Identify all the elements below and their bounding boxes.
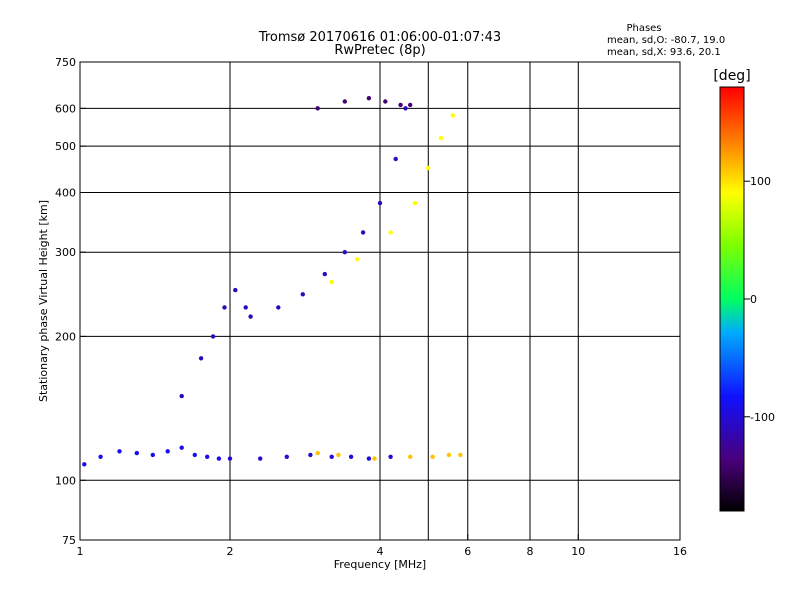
data-point: [300, 292, 305, 297]
data-point: [355, 257, 360, 262]
y-tick-label: 500: [55, 140, 76, 153]
data-point: [446, 452, 452, 458]
data-point: [360, 230, 366, 235]
data-point: [348, 454, 354, 459]
data-point: [134, 450, 139, 456]
data-point: [243, 305, 248, 310]
data-point: [430, 454, 435, 459]
data-points: [82, 96, 463, 467]
y-tick-label: 750: [55, 56, 76, 69]
x-tick-label: 10: [571, 545, 585, 558]
grid-lines: [80, 62, 680, 540]
y-tick-label: 75: [62, 534, 76, 547]
data-point: [377, 200, 383, 206]
data-point: [205, 454, 210, 459]
data-point: [342, 99, 347, 104]
data-point: [408, 102, 413, 108]
data-point: [398, 102, 403, 108]
data-point: [82, 462, 87, 467]
data-point: [315, 450, 320, 456]
data-point: [438, 135, 444, 141]
data-point: [192, 452, 197, 458]
data-point: [372, 456, 377, 461]
data-point: [336, 452, 341, 458]
data-point: [227, 456, 233, 461]
data-point: [329, 454, 334, 459]
y-tick-label: 600: [55, 102, 76, 115]
data-point: [383, 99, 388, 104]
y-tick-label: 100: [55, 474, 76, 487]
data-point: [412, 200, 418, 206]
data-point: [258, 456, 263, 461]
phase-x-stats: mean, sd,X: 93.6, 20.1: [607, 47, 721, 58]
data-point: [198, 356, 204, 361]
chart-title: Tromsø 20170616 01:06:00-01:07:43: [258, 30, 501, 45]
y-axis-ticks: 75 100 200 300 400 500 600 750: [55, 56, 86, 547]
data-point: [408, 454, 413, 459]
data-point: [179, 445, 184, 450]
x-tick-label: 8: [527, 545, 534, 558]
x-tick-label: 1: [77, 545, 84, 558]
y-axis-label: Stationary phase Virtual Height [km]: [37, 200, 50, 402]
x-axis-ticks: 1 2 4 6 8 10 16: [77, 534, 687, 558]
data-point: [366, 456, 372, 461]
phase-heading: Phases: [626, 23, 661, 34]
data-point: [342, 250, 347, 255]
x-tick-label: 4: [377, 545, 384, 558]
phase-o-stats: mean, sd,O: -80.7, 19.0: [607, 35, 725, 46]
data-point: [329, 279, 334, 285]
data-point: [276, 305, 281, 310]
data-point: [179, 393, 184, 399]
colorbar: [719, 86, 745, 512]
x-axis-label: Frequency [MHz]: [334, 558, 426, 571]
colorbar-tick-label: 0: [750, 293, 757, 306]
colorbar-tick-label: -100: [750, 411, 775, 424]
colorbar-label: [deg]: [713, 68, 750, 84]
data-point: [426, 165, 431, 171]
chart-subtitle: RwPretec (8p): [334, 43, 425, 58]
y-tick-label: 300: [55, 246, 76, 259]
x-tick-label: 2: [227, 545, 234, 558]
data-point: [98, 454, 103, 459]
data-point: [403, 106, 408, 111]
data-point: [322, 271, 327, 277]
x-tick-label: 6: [464, 545, 471, 558]
x-tick-label: 16: [673, 545, 687, 558]
data-point: [458, 452, 463, 458]
data-point: [393, 156, 398, 162]
y-tick-label: 200: [55, 330, 76, 343]
colorbar-ticks: 100 0 -100: [744, 175, 775, 424]
data-point: [388, 454, 393, 459]
data-point: [165, 449, 170, 454]
data-point: [117, 449, 122, 454]
data-point: [315, 106, 320, 111]
data-point: [248, 314, 253, 319]
data-point: [308, 452, 313, 458]
y-tick-label: 400: [55, 186, 76, 199]
data-point: [216, 456, 222, 461]
data-point: [222, 305, 227, 310]
data-point: [233, 287, 238, 293]
data-point: [366, 96, 372, 101]
data-point: [210, 334, 216, 339]
data-point: [388, 230, 393, 235]
data-point: [284, 454, 289, 459]
data-point: [450, 113, 455, 118]
data-point: [150, 452, 155, 458]
colorbar-tick-label: 100: [750, 175, 771, 188]
